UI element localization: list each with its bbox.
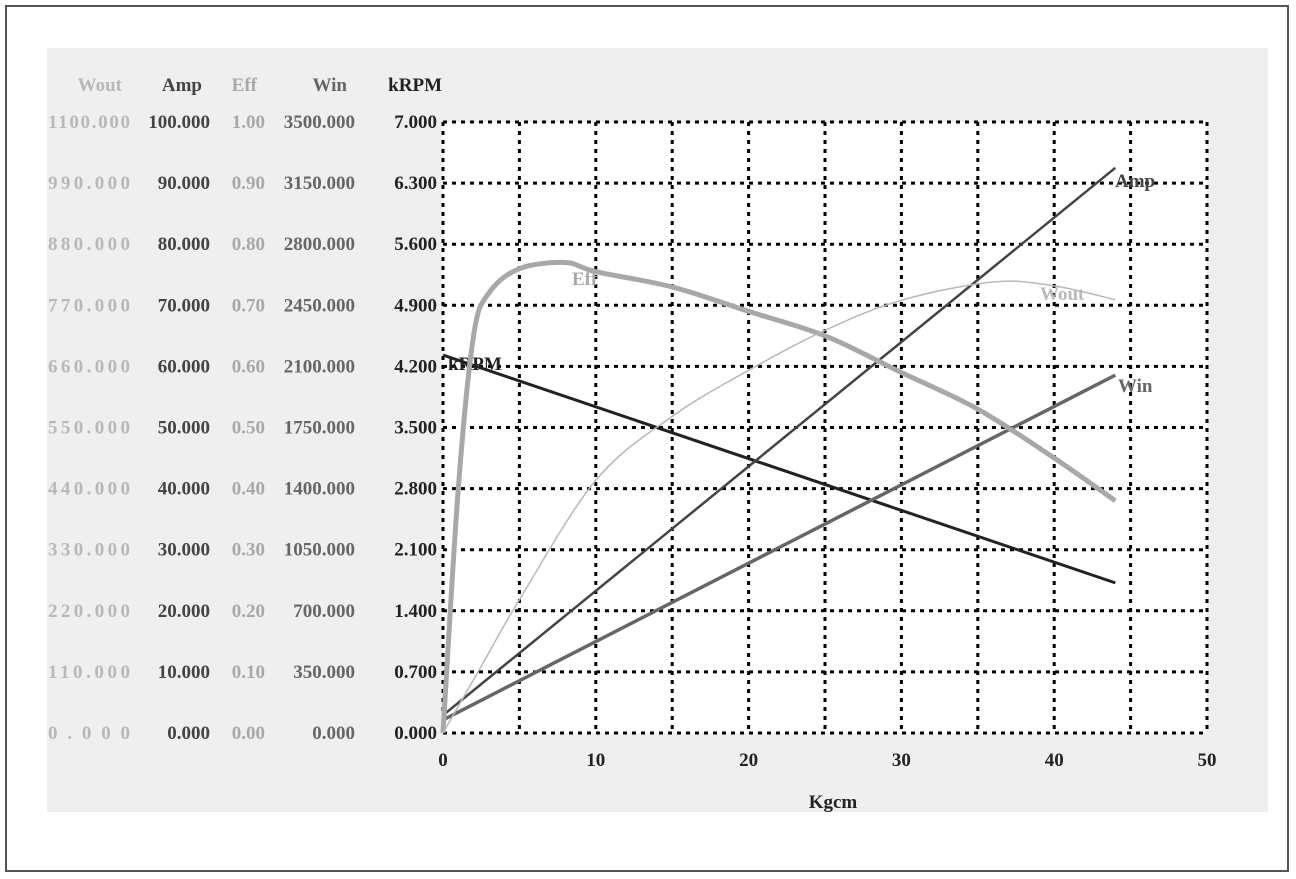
y-tick-label-amp: 50.000 bbox=[158, 418, 210, 439]
y-tick-label-win: 3500.000 bbox=[284, 112, 355, 133]
y-tick-label-win: 1750.000 bbox=[284, 418, 355, 439]
y-tick-label-krpm: 2.100 bbox=[394, 540, 437, 561]
y-tick-label-wout: 330.000 bbox=[48, 540, 130, 561]
y-tick-label-win: 2450.000 bbox=[284, 295, 355, 316]
y-tick-label-wout: 990.000 bbox=[48, 173, 130, 194]
series-label-eff: Eff bbox=[572, 269, 598, 290]
y-tick-label-wout: 770.000 bbox=[48, 295, 130, 316]
y-tick-label-krpm: 7.000 bbox=[394, 112, 437, 133]
y-tick-label-eff: 0.10 bbox=[232, 662, 265, 683]
y-tick-label-amp: 0.000 bbox=[167, 723, 210, 744]
y-tick-label-wout: 550.000 bbox=[48, 418, 130, 439]
y-tick-label-wout: 0.000 bbox=[48, 723, 130, 744]
series-label-krpm: kRPM bbox=[448, 354, 502, 375]
y-tick-label-wout: 880.000 bbox=[48, 234, 130, 255]
y-tick-label-krpm: 0.000 bbox=[394, 723, 437, 744]
x-tick-label: 50 bbox=[1198, 750, 1217, 771]
y-tick-label-eff: 0.90 bbox=[232, 173, 265, 194]
chart-frame bbox=[5, 5, 1289, 872]
x-axis-label: Kgcm bbox=[809, 792, 858, 813]
y-tick-label-win: 700.000 bbox=[293, 601, 355, 622]
y-tick-label-eff: 0.30 bbox=[232, 540, 265, 561]
axis-header-win: Win bbox=[312, 75, 347, 96]
y-tick-label-amp: 70.000 bbox=[158, 295, 210, 316]
y-tick-label-krpm: 5.600 bbox=[394, 234, 437, 255]
y-tick-label-amp: 20.000 bbox=[158, 601, 210, 622]
y-tick-label-krpm: 4.200 bbox=[394, 356, 437, 377]
y-tick-label-win: 350.000 bbox=[293, 662, 355, 683]
y-tick-label-wout: 660.000 bbox=[48, 356, 130, 377]
y-tick-label-krpm: 1.400 bbox=[394, 601, 437, 622]
y-tick-label-amp: 60.000 bbox=[158, 356, 210, 377]
x-tick-label: 40 bbox=[1045, 750, 1064, 771]
y-tick-label-win: 2800.000 bbox=[284, 234, 355, 255]
y-tick-label-wout: 110.000 bbox=[48, 662, 130, 683]
y-tick-label-krpm: 4.900 bbox=[394, 295, 437, 316]
y-tick-label-eff: 0.20 bbox=[232, 601, 265, 622]
series-line-amp bbox=[442, 166, 1117, 717]
y-tick-label-krpm: 3.500 bbox=[394, 418, 437, 439]
y-tick-label-eff: 0.00 bbox=[232, 723, 265, 744]
y-tick-label-win: 1050.000 bbox=[284, 540, 355, 561]
y-tick-label-win: 2100.000 bbox=[284, 356, 355, 377]
y-tick-label-amp: 90.000 bbox=[158, 173, 210, 194]
y-tick-label-eff: 0.70 bbox=[232, 295, 265, 316]
y-tick-label-win: 0.000 bbox=[312, 723, 355, 744]
y-tick-label-wout: 440.000 bbox=[48, 479, 130, 500]
y-tick-label-eff: 0.40 bbox=[232, 479, 265, 500]
y-tick-label-amp: 30.000 bbox=[158, 540, 210, 561]
y-tick-label-eff: 0.80 bbox=[232, 234, 265, 255]
series-label-amp: Amp bbox=[1115, 171, 1155, 192]
y-tick-label-amp: 10.000 bbox=[158, 662, 210, 683]
y-tick-label-amp: 80.000 bbox=[158, 234, 210, 255]
y-tick-label-eff: 0.60 bbox=[232, 356, 265, 377]
x-tick-label: 10 bbox=[586, 750, 605, 771]
series-line-eff bbox=[440, 259, 1117, 734]
y-tick-label-win: 1400.000 bbox=[284, 479, 355, 500]
y-tick-label-win: 3150.000 bbox=[284, 173, 355, 194]
axis-header-wout: Wout bbox=[78, 75, 123, 96]
axis-header-krpm: kRPM bbox=[388, 75, 442, 96]
axis-header-eff: Eff bbox=[232, 75, 258, 96]
y-tick-label-wout: 1100.000 bbox=[48, 112, 130, 133]
y-tick-label-amp: 100.000 bbox=[148, 112, 210, 133]
x-tick-label: 0 bbox=[438, 750, 448, 771]
y-tick-label-krpm: 6.300 bbox=[394, 173, 437, 194]
series-line-win bbox=[442, 373, 1117, 722]
y-tick-label-krpm: 2.800 bbox=[394, 479, 437, 500]
y-tick-label-eff: 1.00 bbox=[232, 112, 265, 133]
y-tick-label-amp: 40.000 bbox=[158, 479, 210, 500]
series-label-wout: Wout bbox=[1040, 284, 1085, 305]
series-line-krpm bbox=[442, 353, 1116, 585]
series-label-win: Win bbox=[1118, 376, 1153, 397]
y-tick-label-eff: 0.50 bbox=[232, 418, 265, 439]
series-line-wout bbox=[442, 280, 1116, 734]
y-tick-label-krpm: 0.700 bbox=[394, 662, 437, 683]
axis-header-amp: Amp bbox=[162, 75, 202, 96]
x-tick-label: 20 bbox=[739, 750, 758, 771]
x-tick-label: 30 bbox=[892, 750, 911, 771]
y-tick-label-wout: 220.000 bbox=[48, 601, 130, 622]
